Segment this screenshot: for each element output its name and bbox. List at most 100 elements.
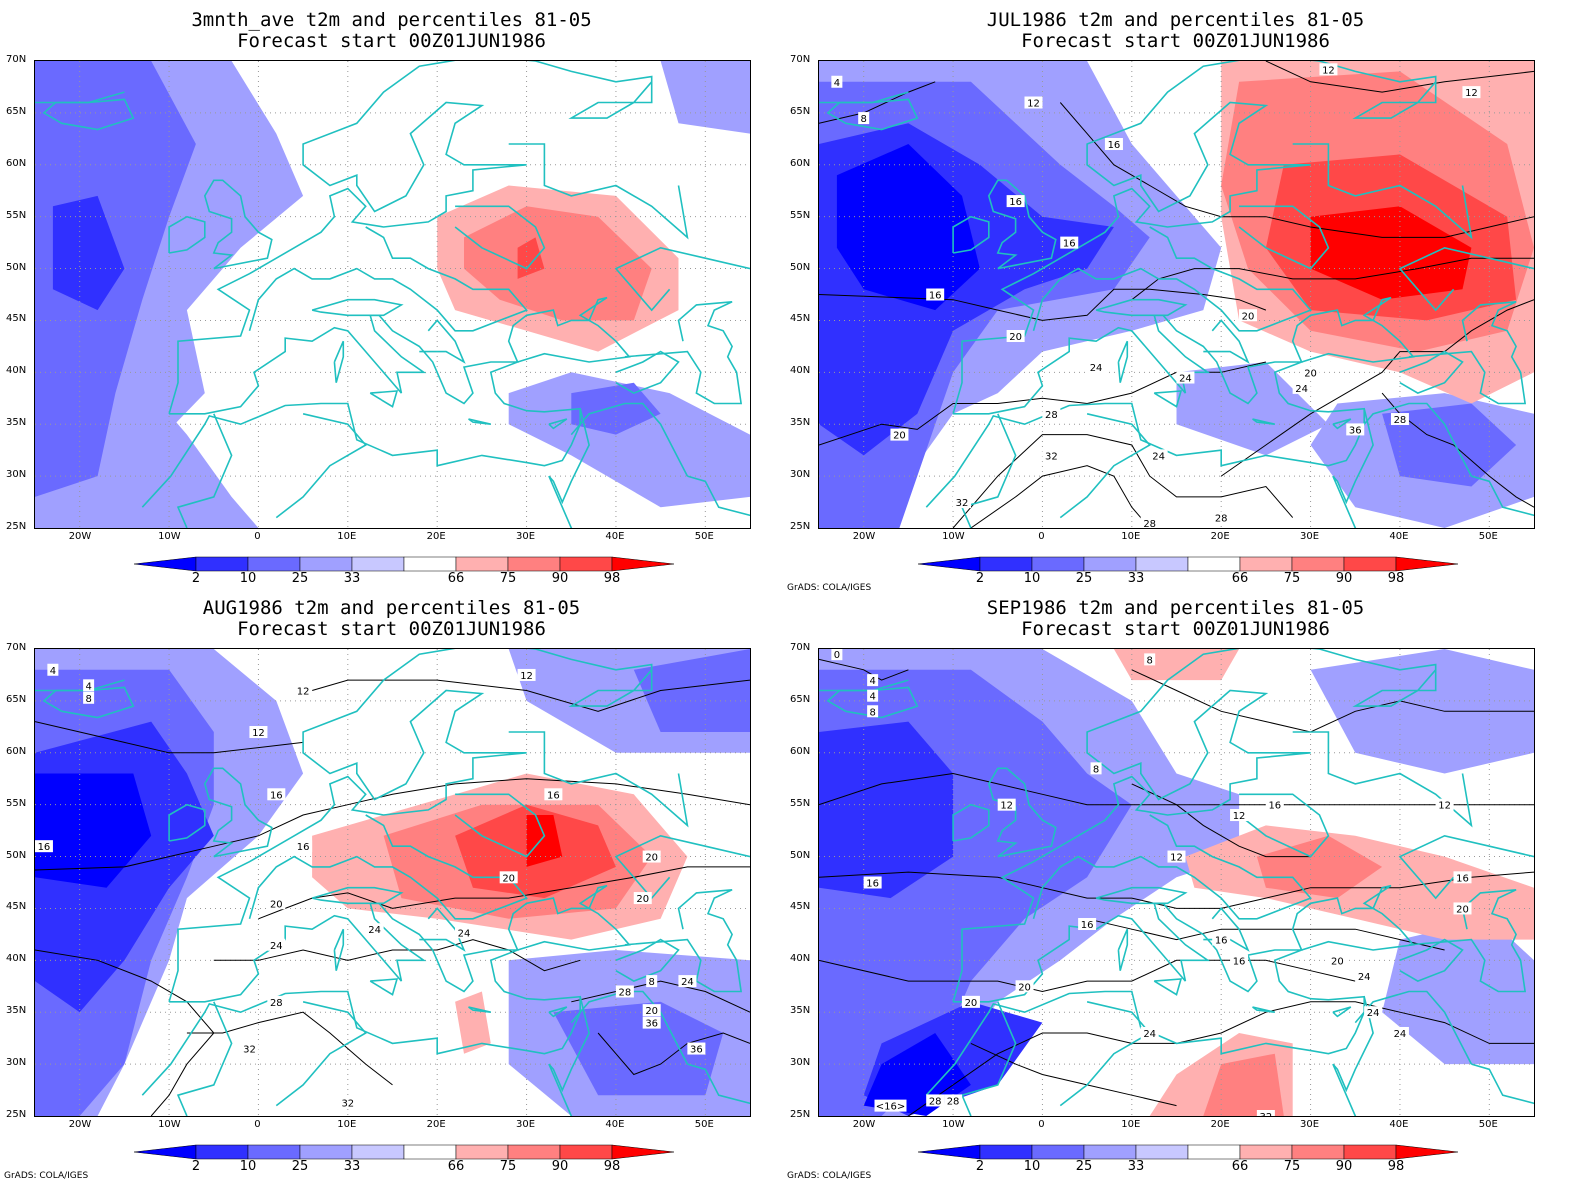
longitude-label: 40E <box>605 1119 625 1130</box>
contour-label: 16 <box>1063 239 1076 250</box>
temperature-contour <box>213 939 581 972</box>
latitude-label: 65N <box>6 105 27 117</box>
coastline <box>925 296 1415 508</box>
contour-label-bg <box>1328 954 1347 967</box>
contour-label: 16 <box>297 842 310 853</box>
contour-label: 24 <box>1367 1008 1380 1019</box>
colorbar-arrow-high <box>1395 556 1459 572</box>
coastline <box>1354 990 1473 1065</box>
contour-label-bg <box>1230 954 1249 967</box>
longitude-label: 20W <box>68 1119 92 1130</box>
contour-label: 24 <box>1143 1029 1156 1040</box>
coastline <box>1399 938 1464 982</box>
colorbar-label: 10 <box>1023 571 1041 586</box>
latitude-label: 25N <box>790 1109 811 1120</box>
credit-label: GrADS: COLA/IGES <box>787 583 872 593</box>
latitude-label: 35N <box>6 417 27 429</box>
panel-subtitle: Forecast start 00Z01JUN1986 <box>1021 30 1330 52</box>
colorbar-segment <box>455 1144 509 1160</box>
contour-label: 16 <box>38 842 51 853</box>
colorbar-label: 10 <box>239 1159 257 1174</box>
temperature-contour <box>258 866 750 920</box>
contour-label-bg <box>1078 918 1097 931</box>
longitude-label: 20E <box>1210 531 1230 542</box>
contour-label: <16> <box>876 1102 905 1113</box>
map-area: 4 8 12 12 12 16 16 16 16 20 20 20 24 24 24 28 28 32 32 36 20… <box>818 60 1535 529</box>
contour-label: 12 <box>252 728 265 739</box>
coastline <box>1059 413 1151 519</box>
contour-label-bg <box>953 496 971 509</box>
map-area: 0 4 4 8 8 8 12 12 12 12 16 16 16 16 16 16 20 20 20 20 24 24 24… <box>818 648 1535 1117</box>
coastline <box>508 731 689 828</box>
latitude-label: 45N <box>790 313 811 325</box>
contour-label-bg <box>1140 516 1159 528</box>
longitude-label: 10E <box>337 531 357 542</box>
coastline <box>1292 143 1473 240</box>
latitude-label: 45N <box>790 901 811 913</box>
coastline <box>1332 418 1352 430</box>
latitude-label: 40N <box>6 365 27 377</box>
contour-label: 20 <box>1331 956 1344 967</box>
colorbar-segment <box>979 556 1033 572</box>
coastline <box>624 889 743 993</box>
contour-label: 20 <box>1304 368 1317 379</box>
contour-label-bg <box>1042 449 1061 462</box>
contour-label-bg <box>1144 653 1156 666</box>
shaded-region <box>553 1001 724 1096</box>
colorbar-segment <box>403 556 457 572</box>
colorbar <box>133 556 675 572</box>
coastline <box>275 1001 367 1107</box>
contour-label-bg <box>1042 407 1061 420</box>
colorbar-segment <box>1187 1144 1241 1160</box>
contour-label: 16 <box>1233 956 1246 967</box>
contour-label-bg <box>1015 980 1034 993</box>
contour-label: 20 <box>1456 904 1469 915</box>
longitude-label: 40E <box>605 531 625 542</box>
coastline <box>1095 298 1188 317</box>
colorbar-label: 90 <box>1335 571 1353 586</box>
temperature-contour <box>908 1001 1534 1116</box>
latitude-label: 65N <box>6 693 27 705</box>
contour-label: 28 <box>270 998 283 1009</box>
contour-label-bg <box>240 1042 259 1055</box>
contour-label: 24 <box>1179 374 1192 385</box>
latitude-label: 25N <box>6 1109 27 1120</box>
contour-label-bg <box>944 1094 963 1107</box>
colorbar-segment <box>507 556 561 572</box>
colorbar-label: 66 <box>1231 571 1249 586</box>
contour-label-bg <box>1149 449 1168 462</box>
contour-label: 32 <box>341 1099 354 1110</box>
colorbar-segment <box>247 1144 301 1160</box>
colorbar-label: 2 <box>975 1159 985 1174</box>
contour-label-bg <box>633 892 652 905</box>
contour-label-bg <box>1239 309 1257 322</box>
coastline <box>1354 402 1473 477</box>
contour-label: 24 <box>458 928 471 939</box>
colorbar-segment <box>979 1144 1033 1160</box>
coastline <box>535 649 653 707</box>
credit-label: GrADS: COLA/IGES <box>4 1171 89 1181</box>
contour-label: 20 <box>965 998 978 1009</box>
coastline <box>1153 390 1183 408</box>
latitude-label: 50N <box>6 261 27 273</box>
coastline <box>1117 928 1129 971</box>
coastline <box>1398 246 1534 312</box>
contour-label-bg <box>1390 413 1409 426</box>
latitude-label: 25N <box>6 521 27 532</box>
latitude-label: 30N <box>6 1057 27 1069</box>
colorbar <box>133 1144 675 1160</box>
map-panel-1: 3mnth_ave t2m and percentiles 81-05 Forec… <box>0 10 780 596</box>
coastline <box>1332 408 1374 528</box>
latitude-label: 40N <box>790 365 811 377</box>
colorbar-label: 66 <box>447 1159 465 1174</box>
contour-label-bg <box>365 923 384 936</box>
contour-label: 16 <box>1268 801 1281 812</box>
shaded-region <box>517 237 545 279</box>
contour-label: 4 <box>869 676 875 687</box>
colorbar-label: 25 <box>291 1159 309 1174</box>
contour-label-bg <box>1167 850 1186 863</box>
contour-label-bg <box>1301 366 1320 379</box>
contour-label: 20 <box>645 853 658 864</box>
latitude-label: 55N <box>790 797 811 809</box>
temperature-contour <box>1131 783 1311 858</box>
